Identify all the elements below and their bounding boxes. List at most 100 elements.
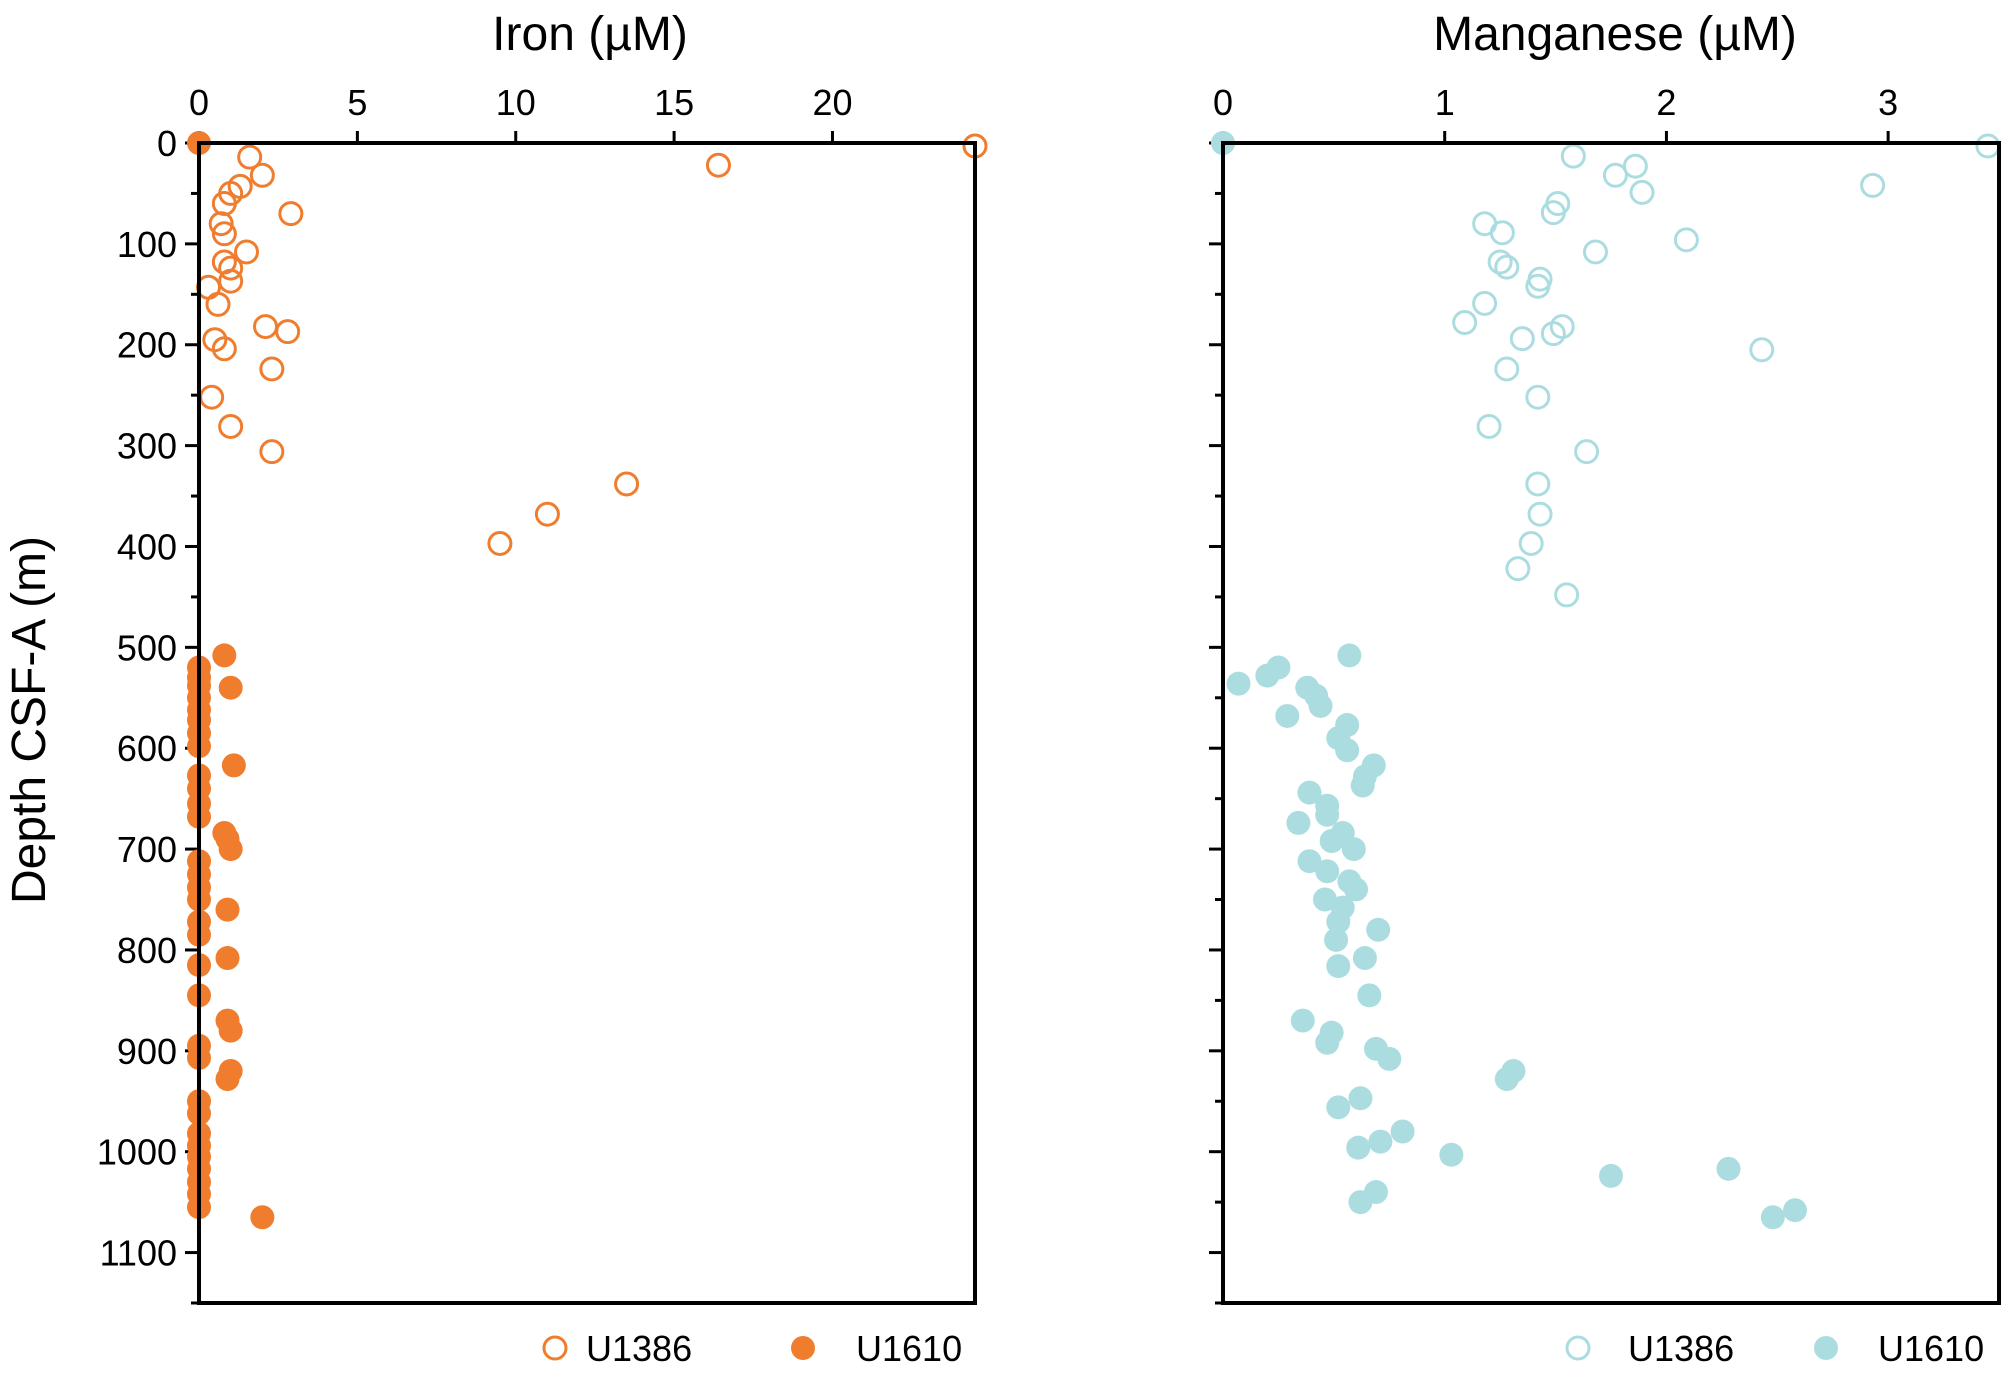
iron-u1386-point-20 (259, 356, 285, 382)
manganese-u1610-point-34 (1290, 1008, 1315, 1033)
depth-ticks: 0 100 200 300 400 500 600 700 800 900 1000 1100 (97, 123, 199, 1305)
iron-u1386-point-23 (259, 439, 285, 465)
manganese-legend-u1610-label: U1610 (1878, 1328, 1984, 1369)
iron-u1386-point-2 (237, 144, 263, 170)
manganese-x-axis-title: Manganese (µM) (1433, 8, 1797, 61)
manganese-u1386-point-9 (1489, 220, 1515, 246)
manganese-u1610-point-48 (1599, 1163, 1623, 1188)
depth-tick-label-500: 500 (117, 627, 177, 668)
manganese-u1610-point-46 (1439, 1142, 1464, 1167)
iron-x-tick-label-10: 10 (496, 82, 536, 123)
iron-x-tick-label-20: 20 (812, 82, 852, 123)
iron-legend-u1610-marker (791, 1336, 815, 1360)
iron-legend: U1386 U1610 (542, 1328, 962, 1369)
manganese-u1610-point-8 (1275, 703, 1300, 728)
manganese-u1386-point-3 (1602, 162, 1628, 188)
depth-tick-label-800: 800 (117, 930, 177, 971)
iron-legend-u1386-marker (542, 1335, 568, 1361)
manganese-x-tick-label-0: 0 (1213, 82, 1233, 123)
iron-u1610-point-18 (218, 837, 243, 862)
manganese-u1386-point-10 (1673, 227, 1699, 253)
manganese-depth-ticks (1209, 141, 1223, 1305)
manganese-u1386-point-12 (1487, 249, 1513, 275)
manganese-legend-u1386-label: U1386 (1628, 1328, 1734, 1369)
manganese-u1610-point-47 (1716, 1156, 1741, 1181)
depth-y-axis-title: Depth CSF-A (m) (3, 536, 56, 904)
iron-u1386-point-3 (249, 162, 275, 188)
manganese-ticks: 0 1 2 3 (1213, 82, 1898, 143)
manganese-u1610-point-14 (1350, 773, 1375, 798)
iron-u1386-point-17 (275, 319, 301, 345)
manganese-u1610-point-33 (1357, 983, 1382, 1008)
manganese-u1610-point-4 (1226, 671, 1251, 696)
depth-tick-label-1000: 1000 (97, 1132, 177, 1173)
iron-u1610-point-44 (250, 1205, 275, 1230)
manganese-u1610-point-3 (1255, 663, 1280, 688)
iron-u1610-point-1 (212, 643, 237, 668)
manganese-u1610-point-1 (1337, 643, 1362, 668)
manganese-u1386-point-17 (1452, 310, 1478, 336)
manganese-u1386-point-19 (1540, 321, 1566, 347)
depth-tick-label-100: 100 (117, 224, 177, 265)
iron-u1610-point-30 (218, 1018, 243, 1043)
manganese-u1610-point-23 (1315, 859, 1340, 884)
manganese-u1610-point-22 (1297, 849, 1322, 874)
manganese-u1386-point-2 (1622, 153, 1648, 179)
manganese-u1610-point-44 (1368, 1129, 1393, 1154)
manganese-u1386-point-11 (1582, 239, 1608, 265)
manganese-u1386-point-16 (1472, 290, 1498, 316)
manganese-u1610-point-41 (1348, 1086, 1373, 1111)
iron-x-tick-label-15: 15 (654, 82, 694, 123)
manganese-u1386-point-20 (1509, 326, 1535, 352)
iron-u1386-point-13 (218, 268, 244, 294)
iron-u1386-point-21 (199, 384, 225, 410)
manganese-u1386-point-13 (1494, 254, 1520, 280)
iron-u1386-point-15 (205, 291, 231, 317)
iron-legend-u1610-label: U1610 (856, 1328, 962, 1369)
depth-tick-label-1100: 1100 (100, 1233, 177, 1274)
manganese-u1386-point-30 (1554, 582, 1580, 608)
manganese-u1386-point-26 (1525, 471, 1551, 497)
manganese-data-points (1211, 131, 2001, 1230)
manganese-u1386-point-15 (1525, 273, 1551, 299)
iron-u1386-point-1 (705, 152, 731, 178)
iron-u1386-point-9 (211, 221, 237, 247)
iron-u1386-point-24 (614, 471, 640, 497)
manganese-u1610-point-7 (1308, 693, 1333, 718)
manganese-u1386-point-29 (1505, 556, 1531, 582)
manganese-u1386-point-23 (1525, 384, 1551, 410)
manganese-u1610-point-28 (1326, 909, 1351, 934)
manganese-u1386-point-1 (1560, 143, 1586, 169)
manganese-u1610-point-51 (1783, 1198, 1808, 1223)
iron-x-tick-label-5: 5 (347, 82, 367, 123)
manganese-x-tick-label-1: 1 (1435, 82, 1455, 123)
manganese-u1610-point-18 (1286, 810, 1311, 835)
manganese-u1610-point-45 (1346, 1135, 1371, 1160)
iron-u1610-point-11 (221, 753, 246, 778)
manganese-u1386-point-28 (1518, 530, 1544, 556)
iron-u1610-point-34 (215, 1067, 240, 1092)
manganese-u1386-point-0 (1975, 133, 2001, 159)
manganese-u1386-point-5 (1629, 179, 1655, 205)
iron-u1386-point-22 (218, 413, 244, 439)
iron-ticks: 0 5 10 15 20 (189, 82, 852, 143)
depth-tick-label-0: 0 (157, 123, 177, 164)
manganese-x-tick-label-2: 2 (1656, 82, 1676, 123)
iron-u1386-point-8 (208, 211, 234, 237)
depth-tick-label-200: 200 (117, 325, 177, 366)
manganese-u1386-point-25 (1574, 439, 1600, 465)
manganese-u1610-point-43 (1390, 1119, 1415, 1144)
iron-u1386-point-16 (253, 314, 279, 340)
iron-u1386-point-12 (218, 255, 244, 281)
manganese-u1610-point-40 (1494, 1067, 1519, 1092)
manganese-legend: U1386 U1610 (1565, 1328, 1984, 1369)
depth-tick-label-400: 400 (117, 526, 177, 567)
manganese-u1386-point-24 (1476, 413, 1502, 439)
manganese-x-tick-label-3: 3 (1878, 82, 1898, 123)
manganese-u1610-point-20 (1319, 829, 1344, 854)
depth-tick-label-300: 300 (117, 426, 177, 467)
manganese-u1386-point-7 (1540, 200, 1566, 226)
manganese-u1610-point-32 (1326, 954, 1351, 979)
iron-u1610-point-5 (218, 675, 243, 700)
